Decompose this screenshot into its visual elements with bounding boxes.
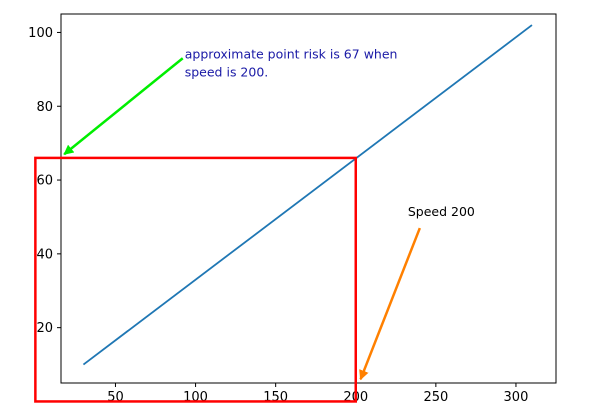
x-tick-label: 50 [107,390,124,405]
x-tick-label: 100 [183,390,208,405]
y-tick-label: 20 [36,321,53,336]
series-line [82,24,533,366]
y-tick-label: 40 [36,247,53,262]
annotation-arrow [359,227,421,381]
y-tick-label: 100 [28,26,53,41]
y-tick-label: 80 [36,100,53,115]
highlight-box [34,156,358,403]
x-tick-label: 150 [263,390,288,405]
x-tick-label: 250 [423,390,448,405]
x-tick-label: 300 [504,390,529,405]
series-layer [82,24,533,366]
annotation-arrow [63,57,184,156]
highlight-box-layer [34,156,358,403]
y-tick-label: 60 [36,174,53,189]
annotation-text: approximate point risk is 67 when [185,46,398,61]
annotation-text: Speed 200 [408,204,475,219]
y-axis-ticks: 20 40 60 80 100 [28,26,61,336]
annotation-layer: approximate point risk is 67 when speed i… [63,46,475,381]
annotation-text: speed is 200. [185,64,269,79]
plot-frame [60,13,557,384]
